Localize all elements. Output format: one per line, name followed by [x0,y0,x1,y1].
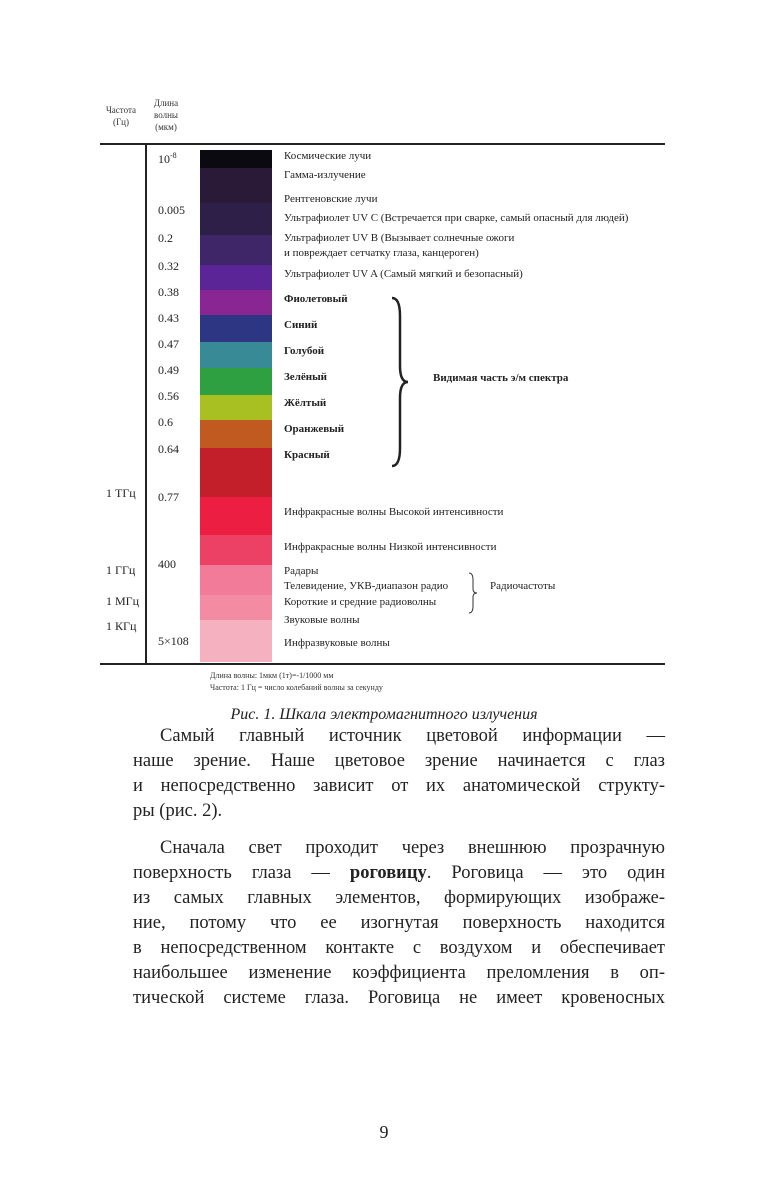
frequency-tick: 1 КГц [106,619,137,633]
spectrum-band [200,448,272,497]
text-line: наше зрение. Наше цветовое зрение начина… [133,751,665,771]
spectrum-band [200,203,272,235]
wavelength-tick: 0.38 [158,285,179,299]
spectrum-band [200,235,272,265]
visible-brace-icon [391,296,409,468]
wavelength-tick: 0.77 [158,490,179,504]
spectrum-label: Космические лучи [284,150,372,162]
spectrum-band [200,368,272,395]
spectrum-label: Короткие и средние радиоволны [284,596,437,608]
text-line: ние, потому что ее изогнутая поверхность… [133,913,665,933]
spectrum-label: Инфракрасные волны Высокой интенсивности [284,506,504,518]
wavelength-tick: 5×108 [158,634,189,648]
spectrum-label: Рентгеновские лучи [284,193,378,205]
wavelength-tick: 0.64 [158,442,179,456]
wavelength-tick: 0.49 [158,363,179,377]
spectrum-label: Жёлтый [284,397,327,409]
text-line: наибольшее изменение коэффициента прелом… [133,963,665,983]
wavelength-tick: 0.6 [158,415,173,429]
spectrum-band [200,168,272,203]
spectrum-band [200,395,272,420]
spectrum-label: Ультрафиолет UV C (Встречается при сварк… [284,212,629,224]
spectrum-band [200,497,272,535]
spectrum-label: Оранжевый [284,423,345,435]
spectrum-band [200,315,272,342]
spectrum-label: Телевидение, УКВ-диапазон радио [284,580,449,592]
spectrum-label: Красный [284,449,330,461]
spectrum-band [200,420,272,448]
bottom-rule [100,663,665,665]
spectrum-label: Голубой [284,345,325,357]
spectrum-band [200,342,272,368]
spectrum-band [200,535,272,565]
frequency-tick: 1 МГц [106,594,140,608]
wavelength-header: Длина волны (мкм) [153,98,179,132]
spectrum-label: Синий [284,319,318,331]
figure-caption: Рис. 1. Шкала электромагнитного излучени… [230,706,538,723]
frequency-header: Частота (Гц) [105,105,137,127]
spectrum-label: Ультрафиолет UV A (Самый мягкий и безопа… [284,268,523,280]
wavelength-tick: 0.43 [158,311,179,325]
note: Частота: 1 Гц = число колебаний волны за… [210,683,383,692]
wavelength-tick: 400 [158,557,176,571]
wavelength-tick: 0.47 [158,337,179,351]
text: поверхность глаза — [133,863,350,883]
spectrum-band [200,595,272,620]
bold-term: роговицу [349,863,427,883]
spectrum-band [200,290,272,315]
note: Длина волны: 1мкм (1т)=-1/1000 мм [210,671,334,680]
page-number: 9 [379,1122,389,1142]
axis-rule [145,143,147,663]
text-line: Сначала свет проходит через внешнюю проз… [160,838,665,858]
frequency-tick: 1 ГГц [106,563,136,577]
wavelength-tick: 0.2 [158,231,173,245]
spectrum-label: Ультрафиолет UV B (Вызывает солнечные ож… [284,232,515,244]
spectrum-label: Радары [284,565,319,577]
spectrum-band [200,565,272,595]
spectrum-band [200,620,272,662]
radio-brace-icon [468,572,478,614]
spectrum-label: Фиолетовый [284,293,348,305]
wavelength-tick: 10-8 [158,151,177,166]
text-line: в непосредственном контакте с воздухом и… [133,938,665,958]
spectrum-label: Гамма-излучение [284,169,366,181]
wavelength-tick: 0.005 [158,203,185,217]
radio-label: Радиочастоты [490,580,556,592]
wavelength-tick: 0.56 [158,389,179,403]
spectrum-band [200,150,272,168]
spectrum-label: Звуковые волны [284,614,360,626]
top-rule [100,143,665,145]
text-line: Самый главный источник цветовой информац… [160,726,665,746]
spectrum-band [200,265,272,290]
text-line: и непосредственно зависит от их анатомич… [133,776,665,796]
text-line: из самых главных элементов, формирующих … [133,888,665,908]
spectrum-label: Инфракрасные волны Низкой интенсивности [284,541,497,553]
spectrum-label: Инфразвуковые волны [284,637,390,649]
text-line: тической системе глаза. Роговица не имее… [133,988,665,1008]
spectrum-label: и повреждает сетчатку глаза, канцероген) [284,247,479,259]
text-line: поверхность глаза — роговицу. Роговица —… [133,863,665,884]
frequency-tick: 1 ТГц [106,486,136,500]
wavelength-tick: 0.32 [158,259,179,273]
text-line: ры (рис. 2). [133,801,223,821]
text: . Роговица — это один [426,863,665,883]
visible-spectrum-label: Видимая часть э/м спектра [433,372,569,384]
spectrum-label: Зелёный [284,371,328,383]
